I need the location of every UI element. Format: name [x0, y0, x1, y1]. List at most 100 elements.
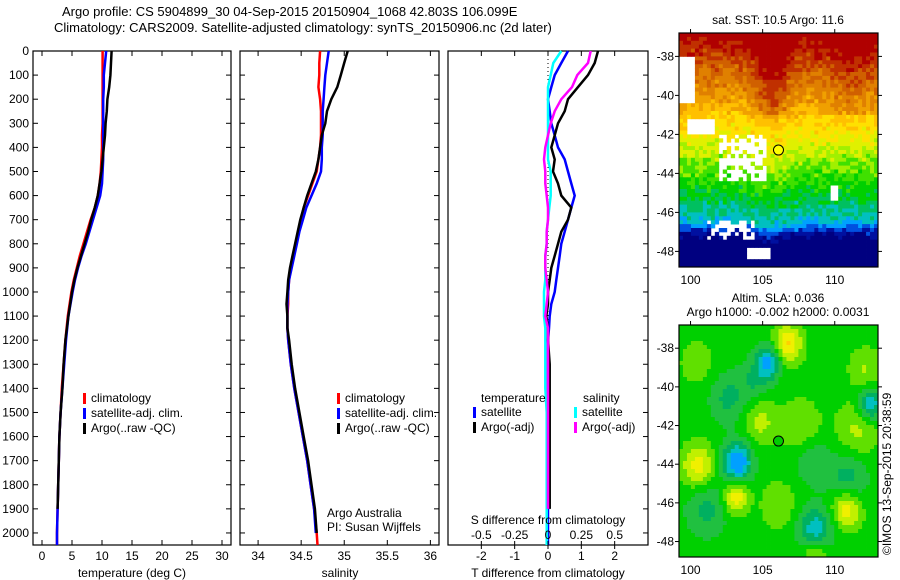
- sst-cell: [682, 263, 688, 268]
- sst-cell: [806, 95, 811, 100]
- sst-cell: [830, 130, 835, 135]
- sst-cell: [778, 165, 783, 170]
- sla-cell: [722, 365, 728, 370]
- x-tick-label: -1: [509, 549, 520, 563]
- sla-cell: [818, 397, 823, 402]
- sla-cell: [810, 329, 815, 334]
- sst-cell: [778, 169, 783, 174]
- x-tick-label: 0: [39, 549, 46, 563]
- sst-cell: [698, 64, 704, 69]
- sla-cell: [782, 325, 787, 330]
- sst-cell: [786, 157, 791, 163]
- sla-cell: [702, 349, 708, 354]
- sla-cell: [830, 393, 835, 398]
- sla-cell: [854, 341, 859, 346]
- sst-cell: [718, 40, 724, 46]
- sla-cell: [818, 461, 823, 466]
- sst-cell: [826, 204, 831, 209]
- sst-cell: [786, 153, 791, 159]
- sst-cell: [826, 216, 831, 221]
- sst-cell: [802, 60, 807, 65]
- sla-cell: [714, 417, 720, 422]
- sst-cell: [798, 153, 803, 159]
- sla-cell: [686, 417, 692, 422]
- sst-cell: [679, 48, 684, 53]
- sla-cell: [726, 381, 732, 386]
- sst-cell: [814, 259, 819, 264]
- sst-cell: [838, 239, 843, 244]
- sst-cell: [866, 107, 871, 112]
- sst-cell: [710, 142, 716, 147]
- sst-cell: [698, 60, 704, 65]
- sst-cell: [874, 231, 879, 237]
- sst-cell: [858, 111, 863, 116]
- sst-cell: [738, 208, 744, 213]
- sst-cell: [826, 95, 831, 100]
- sst-cell: [806, 173, 811, 178]
- sla-cell: [818, 445, 823, 450]
- sst-cell: [782, 200, 787, 205]
- sla-cell: [690, 469, 696, 474]
- sst-cell: [834, 138, 839, 143]
- sla-cell: [758, 349, 763, 354]
- sla-cell: [778, 397, 783, 402]
- sla-cell: [870, 473, 875, 478]
- sla-cell: [790, 453, 795, 458]
- sst-cell: [794, 243, 799, 248]
- sla-cell: [766, 361, 771, 366]
- sla-cell: [842, 409, 847, 414]
- sla-cell: [834, 417, 839, 422]
- sst-cell: [694, 40, 700, 46]
- sst-cell: [806, 72, 811, 77]
- sla-cell: [738, 329, 744, 334]
- sst-cell: [846, 259, 851, 264]
- sst-cell: [758, 99, 763, 104]
- sla-cell: [858, 377, 863, 382]
- sla-cell: [722, 353, 728, 358]
- sst-cell: [798, 103, 803, 108]
- sst-cell: [774, 99, 779, 104]
- sst-cell: [778, 263, 783, 268]
- sst-cell: [862, 68, 867, 73]
- sst-cell: [810, 181, 815, 186]
- sst-cell: [766, 243, 771, 248]
- sla-cell: [730, 401, 736, 406]
- sst-cell: [734, 118, 740, 124]
- sst-cell: [782, 196, 787, 202]
- sla-cell: [742, 333, 748, 338]
- sla-cell: [830, 437, 835, 442]
- sla-cell: [770, 369, 775, 374]
- sla-cell: [810, 337, 815, 342]
- sla-cell: [770, 377, 775, 382]
- sst-cell: [698, 204, 704, 209]
- sla-cell: [846, 413, 851, 418]
- sst-cell: [850, 36, 855, 42]
- sst-cell: [774, 204, 779, 209]
- sst-cell: [742, 56, 748, 61]
- sla-cell: [734, 473, 740, 478]
- sla-cell: [786, 333, 791, 338]
- sst-cell: [774, 142, 779, 147]
- sst-cell: [798, 150, 803, 155]
- sla-cell: [826, 429, 831, 434]
- sla-cell: [802, 401, 807, 406]
- sst-cell: [834, 130, 839, 135]
- sst-cell: [746, 263, 752, 268]
- sst-cell: [710, 181, 716, 186]
- sla-cell: [702, 337, 708, 342]
- sla-cell: [842, 325, 847, 330]
- sst-cell: [802, 146, 807, 151]
- sla-cell: [690, 373, 696, 378]
- sla-cell: [842, 425, 847, 430]
- sst-cell: [874, 75, 879, 81]
- sla-cell: [778, 469, 783, 474]
- sst-cell: [870, 111, 875, 116]
- sla-cell: [822, 397, 827, 402]
- sla-cell: [854, 349, 859, 354]
- sst-cell: [770, 60, 775, 65]
- sst-cell: [750, 192, 756, 198]
- sla-cell: [854, 337, 859, 342]
- sla-cell: [786, 365, 791, 370]
- sst-cell: [802, 153, 807, 159]
- sla-cell: [874, 405, 879, 410]
